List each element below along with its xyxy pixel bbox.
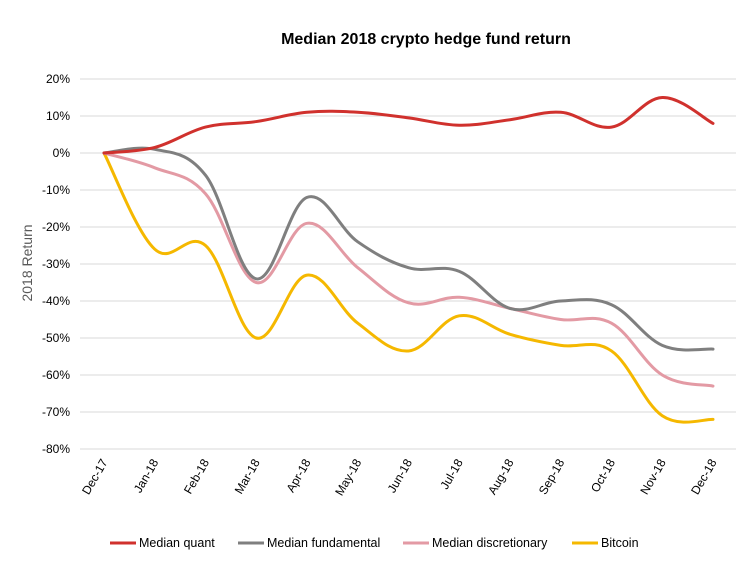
chart-title: Median 2018 crypto hedge fund return <box>281 31 571 48</box>
y-tick-label: -50% <box>42 331 70 345</box>
x-tick-label: Mar-18 <box>232 456 263 496</box>
y-tick-label: 0% <box>53 146 71 160</box>
x-tick-label: May-18 <box>332 456 364 498</box>
y-axis-ticks: 20% 10% 0% -10% -20% -30% -40% -50% -60% -70% -80% <box>42 72 70 456</box>
x-tick-label: Jul-18 <box>437 456 466 492</box>
series-line-median-fundamental <box>102 146 715 352</box>
x-tick-label: Aug-18 <box>485 456 517 497</box>
x-tick-label: Oct-18 <box>588 456 618 494</box>
y-tick-label: 10% <box>46 109 70 123</box>
x-tick-label: Sep-18 <box>536 456 568 497</box>
x-tick-label: Nov-18 <box>637 456 669 497</box>
y-tick-label: -60% <box>42 368 70 382</box>
y-tick-label: -70% <box>42 405 70 419</box>
legend-label-median-fundamental: Median fundamental <box>267 536 380 550</box>
legend: Median quant Median fundamental Median dis… <box>110 536 639 550</box>
legend-label-bitcoin: Bitcoin <box>601 536 639 550</box>
y-tick-label: -80% <box>42 442 70 456</box>
x-tick-label: Feb-18 <box>181 456 212 496</box>
series-line-median-quant <box>102 95 715 155</box>
x-axis-ticks: Dec-17 Jan-18 Feb-18 Mar-18 Apr-18 May-18 Jun-… <box>79 456 720 498</box>
gridlines <box>80 78 736 450</box>
y-tick-label: -30% <box>42 257 70 271</box>
series-lines <box>102 95 715 424</box>
y-tick-label: -20% <box>42 220 70 234</box>
legend-label-median-quant: Median quant <box>139 536 215 550</box>
y-axis-label: 2018 Return <box>19 224 35 301</box>
y-tick-label: -10% <box>42 183 70 197</box>
y-tick-label: -40% <box>42 294 70 308</box>
x-tick-label: Dec-18 <box>688 456 720 497</box>
x-tick-label: Jun-18 <box>385 456 416 495</box>
series-line-median-discretionary <box>102 151 715 388</box>
x-tick-label: Jan-18 <box>131 456 162 495</box>
series-line-bitcoin <box>102 151 715 424</box>
y-tick-label: 20% <box>46 72 70 86</box>
legend-label-median-discretionary: Median discretionary <box>432 536 548 550</box>
x-tick-label: Apr-18 <box>283 456 313 494</box>
x-tick-label: Dec-17 <box>79 456 111 497</box>
